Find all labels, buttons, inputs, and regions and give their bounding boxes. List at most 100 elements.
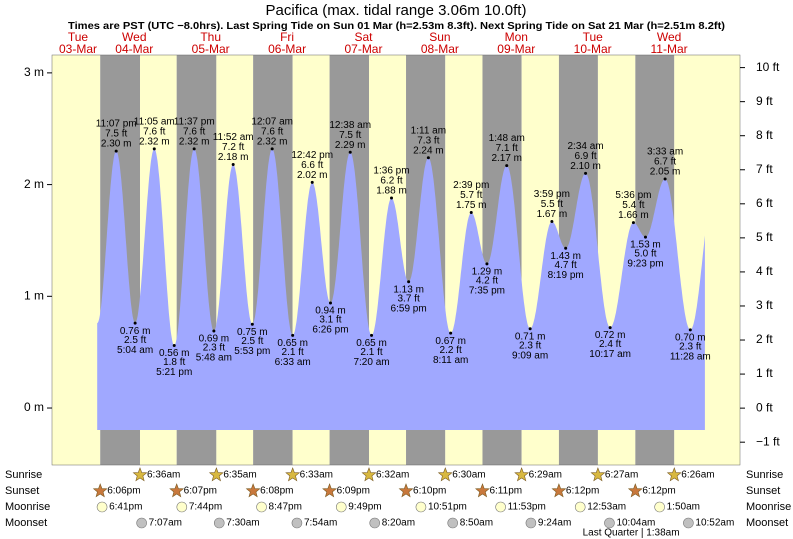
row-label: Sunset xyxy=(746,485,780,497)
sun-icon xyxy=(92,483,108,498)
sun-icon xyxy=(474,483,490,498)
moon-phase: Last Quarter xyxy=(583,528,639,539)
tide-label: 2.5 ft xyxy=(241,336,263,347)
row-label: Sunrise xyxy=(746,469,783,481)
moonset-icon xyxy=(447,517,459,529)
moonrise-icon xyxy=(415,501,427,513)
moonset-icon xyxy=(525,517,537,529)
tide-label: 0.94 m xyxy=(315,306,346,317)
y2-tick-label: 2 ft xyxy=(756,332,773,346)
tide-label: 1.88 m xyxy=(376,186,407,197)
moonrise-icon xyxy=(574,501,586,513)
tide-extreme xyxy=(133,321,137,325)
tide-label: 0.72 m xyxy=(595,330,626,341)
tide-label: 6:26 pm xyxy=(312,325,348,336)
sun-icon xyxy=(132,467,148,482)
tide-label: 12:38 am xyxy=(329,120,371,131)
day-date: 09-Mar xyxy=(497,42,535,56)
moonrise-icon xyxy=(256,501,267,513)
moonrise-time: 1:50am xyxy=(667,502,700,513)
plot-frame xyxy=(51,54,741,466)
moon-phase-time: 1:38am xyxy=(646,528,679,539)
row-label: Sunrise xyxy=(5,469,42,481)
sunset-time: 6:11pm xyxy=(489,486,522,497)
tide-label: 0.75 m xyxy=(237,327,268,338)
tide-extreme xyxy=(270,147,274,151)
tide-extreme xyxy=(328,301,332,305)
moonrise-time: 6:41pm xyxy=(109,502,142,513)
sun-icon xyxy=(245,483,261,498)
moonset-time: 8:20am xyxy=(382,518,415,529)
tide-area xyxy=(97,148,705,431)
y2-tick-label: 5 ft xyxy=(756,230,773,244)
tide-label: 1:48 am xyxy=(489,133,525,144)
tide-label: 1.67 m xyxy=(537,209,568,220)
tide-label: 5:48 am xyxy=(196,353,232,364)
day-date: 10-Mar xyxy=(574,42,612,56)
day-weekday: Tue xyxy=(583,30,604,44)
sunset-time: 6:09pm xyxy=(337,486,370,497)
sun-icon xyxy=(322,483,338,498)
sunrise-time: 6:36am xyxy=(147,470,180,481)
tide-label: 7.5 ft xyxy=(339,130,361,141)
tide-label: 2.17 m xyxy=(491,153,522,164)
tide-label: 9:09 am xyxy=(512,350,548,361)
y-tick-label: 0 m xyxy=(24,400,44,414)
moonrise-icon xyxy=(654,501,665,513)
tide-label: 11:52 am xyxy=(213,132,254,143)
tide-label: 2.29 m xyxy=(335,140,366,151)
day-date: 04-Mar xyxy=(115,42,153,56)
tide-label: 1.75 m xyxy=(456,200,487,211)
tide-extreme xyxy=(291,333,295,337)
sun-icon xyxy=(551,483,567,498)
tide-label: 5.0 ft xyxy=(634,249,656,260)
tide-extreme xyxy=(528,327,532,331)
tide-label: 5.5 ft xyxy=(541,199,563,210)
tide-label: 2.1 ft xyxy=(360,347,382,358)
sunset-time: 6:12pm xyxy=(642,486,675,497)
sunset-time: 6:07pm xyxy=(184,486,217,497)
moonrise-icon xyxy=(176,501,188,513)
moonset-time: 7:07am xyxy=(149,518,182,529)
tide-label: 6.7 ft xyxy=(654,157,676,168)
tide-label: 2.10 m xyxy=(570,161,601,172)
sun-icon xyxy=(285,467,301,482)
tide-label: 6.9 ft xyxy=(574,151,596,162)
tide-label: 1.53 m xyxy=(630,240,661,251)
sun-icon xyxy=(398,483,414,498)
sunrise-time: 6:32am xyxy=(376,470,409,481)
tide-extreme xyxy=(663,177,667,181)
tide-label: 7.1 ft xyxy=(496,143,518,154)
tide-label: 7.6 ft xyxy=(183,126,205,137)
moonrise-time: 7:44pm xyxy=(189,502,222,513)
tide-label: 5.7 ft xyxy=(460,190,482,201)
moonset-time: 7:54am xyxy=(304,518,337,529)
tide-extreme xyxy=(389,196,393,200)
moonset-icon xyxy=(291,517,303,529)
tide-label: 2:39 pm xyxy=(453,180,489,191)
day-date: 05-Mar xyxy=(192,42,230,56)
day-weekday: Mon xyxy=(505,30,528,44)
tide-label: 0.56 m xyxy=(159,348,190,359)
tide-label: 9:23 pm xyxy=(627,259,663,270)
moonset-icon xyxy=(683,517,694,529)
tide-label: 1.8 ft xyxy=(163,357,185,368)
tide-label: 0.65 m xyxy=(277,338,308,349)
tide-extreme xyxy=(631,221,635,225)
tide-label: 2.2 ft xyxy=(440,345,462,356)
day-weekday: Wed xyxy=(657,30,681,44)
tide-label: 3:33 am xyxy=(647,147,683,158)
day-weekday: Tue xyxy=(68,30,89,44)
tide-label: 6:33 am xyxy=(275,357,311,368)
sunrise-time: 6:30am xyxy=(452,470,485,481)
y2-tick-label: −1 ft xyxy=(756,434,780,448)
day-weekday: Thu xyxy=(200,30,221,44)
moonrise-time: 10:51pm xyxy=(428,502,467,513)
day-weekday: Wed xyxy=(122,30,146,44)
tide-label: 1.43 m xyxy=(550,251,581,262)
day-date: 11-Mar xyxy=(651,42,688,56)
moonrise-icon xyxy=(335,501,347,513)
tide-label: 8:11 am xyxy=(433,355,468,366)
moonset-time: 7:30am xyxy=(226,518,259,529)
